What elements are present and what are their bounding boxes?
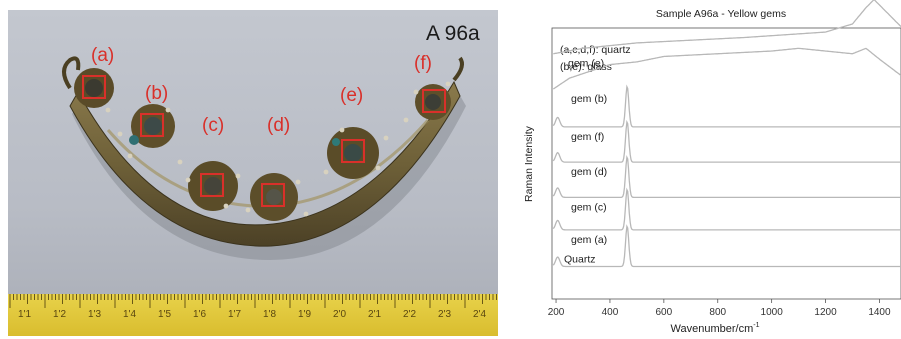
flower-c: [188, 161, 238, 211]
ruler-number: 1'4: [123, 309, 136, 320]
plot-frame: [551, 27, 901, 300]
series-label: gem (a): [571, 234, 607, 246]
series-labels: gem (e) gem (b) gem (f) gem (d) gem (c) gem (…: [564, 58, 607, 266]
ruler-number: 1'3: [88, 309, 101, 320]
x-tick-label: 600: [655, 307, 672, 318]
x-tick-label: 1400: [868, 307, 891, 318]
marker-box-e: [341, 139, 365, 163]
spectrum-line: [552, 155, 901, 199]
series-lines: [552, 0, 901, 268]
pearl-beads: [105, 81, 451, 217]
x-tick-label: 400: [602, 307, 619, 318]
necklace-clasp: [62, 56, 81, 90]
spectrum-line: [552, 47, 901, 90]
marker-box-c: [200, 173, 224, 197]
ruler-number: 1'1: [18, 309, 31, 320]
ruler-number: 2'1: [368, 309, 381, 320]
flower-e: [327, 127, 379, 179]
raman-chart: Sample A96a - Yellow gems (a,c,d,f): qua…: [523, 0, 901, 335]
ruler-number: 1'6: [193, 309, 206, 320]
x-axis-ticks: [555, 299, 880, 303]
marker-box-d: [261, 183, 285, 207]
ruler-number: 1'5: [158, 309, 171, 320]
photo-background: [8, 10, 498, 336]
legend-entry-quartz: (a,c,d,f): quartz: [560, 44, 631, 56]
series-label: Quartz: [564, 254, 596, 266]
marker-label-f: (f): [414, 53, 432, 74]
sample-photo: (a) (b) (c) (d) (e) (f) A 96a 1'1 1'2 1'3 1…: [8, 10, 498, 336]
spectrum-line: [552, 119, 901, 163]
spectrum-line: [553, 0, 901, 55]
marker-box-f: [422, 89, 446, 113]
spectrum-line: [552, 224, 901, 268]
ruler-number: 1'7: [228, 309, 241, 320]
series-label: gem (f): [571, 131, 604, 143]
ruler-number: 1'8: [263, 309, 276, 320]
marker-box-b: [140, 113, 164, 137]
necklace-body: [69, 80, 461, 247]
x-tick-label: 1000: [761, 307, 784, 318]
marker-label-b: (b): [145, 83, 168, 104]
ruler-ticks: [9, 294, 497, 308]
flower-a: [74, 68, 114, 108]
ruler-body: [8, 294, 498, 336]
marker-label-a: (a): [91, 45, 114, 66]
marker-label-e: (e): [340, 85, 363, 106]
x-axis-tick-labels: 200 400 600 800 1000 1200 1400: [548, 307, 891, 318]
ruler-number: 2'4: [473, 309, 486, 320]
ruler-number: 1'2: [53, 309, 66, 320]
x-axis-label-sup: -1: [753, 322, 759, 329]
series-label: gem (c): [571, 201, 607, 213]
marker-label-d: (d): [267, 115, 290, 136]
marker-boxes: [82, 75, 446, 207]
x-tick-label: 200: [548, 307, 565, 318]
ruler-number: 2'0: [333, 309, 346, 320]
x-tick-label: 1200: [814, 307, 837, 318]
series-label: gem (e): [568, 58, 604, 70]
y-axis-label: Raman Intensity: [523, 125, 535, 202]
ruler-numbers: 1'1 1'2 1'3 1'4 1'5 1'6 1'7 1'8 1'9 2'0 2'1 2'2 2'3 2…: [18, 309, 486, 320]
series-label: gem (d): [571, 166, 607, 178]
spectrum-line: [552, 84, 901, 128]
sample-label: A 96a: [426, 22, 480, 45]
ruler-number: 2'3: [438, 309, 451, 320]
marker-box-a: [82, 75, 106, 99]
series-label: gem (b): [571, 93, 607, 105]
spectrum-line: [552, 187, 901, 231]
marker-label-c: (c): [202, 115, 224, 136]
ruler: 1'1 1'2 1'3 1'4 1'5 1'6 1'7 1'8 1'9 2'0 2'1 2'2 2'3 2…: [8, 294, 498, 336]
x-tick-label: 800: [709, 307, 726, 318]
ruler-number: 1'9: [298, 309, 311, 320]
chart-title: Sample A96a - Yellow gems: [656, 8, 786, 20]
flower-d: [250, 173, 298, 221]
ruler-number: 2'2: [403, 309, 416, 320]
legend-entry-glass: (b,e): glass: [560, 61, 612, 73]
x-axis-label: Wavenumber/cm-1: [671, 322, 760, 335]
